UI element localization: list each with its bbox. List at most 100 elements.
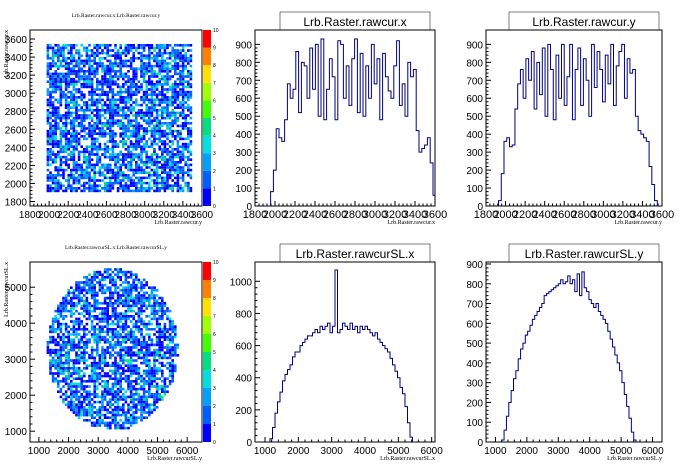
heatmap-cell [179, 54, 182, 57]
heatmap-cell [85, 346, 89, 349]
heatmap-cell [98, 359, 102, 362]
heatmap-cell [163, 387, 167, 391]
heatmap-cell [137, 416, 141, 419]
heatmap-cell [67, 354, 70, 357]
heatmap-cell [140, 62, 143, 65]
heatmap-cell [49, 62, 52, 65]
heatmap-cell [181, 54, 185, 57]
heatmap-cell [122, 369, 125, 373]
heatmap-cell [90, 132, 94, 135]
heatmap-cell [67, 116, 70, 120]
heatmap-cell [142, 278, 146, 282]
heatmap-cell [189, 72, 193, 76]
heatmap-cell [142, 382, 146, 386]
heatmap-cell [80, 135, 83, 138]
heatmap-cell [127, 330, 130, 334]
heatmap-cell [109, 88, 112, 91]
heatmap-cell [93, 189, 96, 193]
heatmap-cell [129, 150, 133, 154]
heatmap-cell [77, 338, 81, 341]
heatmap-cell [101, 385, 104, 388]
heatmap-cell [140, 312, 143, 315]
heatmap-cell [137, 153, 141, 156]
heatmap-cell [153, 364, 156, 367]
heatmap-cell [103, 387, 107, 391]
heatmap-cell [140, 83, 143, 86]
heatmap-cell [168, 163, 172, 167]
heatmap-cell [85, 328, 89, 331]
heatmap-cell [54, 70, 57, 73]
heatmap-cell [54, 114, 57, 117]
heatmap-cell [166, 75, 169, 78]
heatmap-cell [85, 390, 89, 393]
heatmap-cell [88, 374, 91, 378]
heatmap-cell [150, 135, 154, 138]
heatmap-cell [96, 80, 99, 83]
heatmap-cell [54, 161, 57, 164]
x-tick-label: 3000 [134, 210, 157, 221]
heatmap-cell [153, 395, 156, 399]
heatmap-cell [103, 364, 107, 367]
heatmap-cell [64, 158, 68, 161]
heatmap-cell [176, 83, 180, 86]
heatmap-cell [135, 116, 138, 120]
heatmap-cell [64, 187, 68, 190]
heatmap-cell [90, 377, 94, 380]
heatmap-cell [77, 372, 81, 375]
heatmap-cell [106, 109, 109, 112]
heatmap-cell [101, 77, 104, 81]
heatmap-cell [83, 174, 86, 177]
heatmap-cell [174, 101, 177, 104]
heatmap-cell [103, 64, 107, 68]
heatmap-cell [114, 406, 117, 409]
heatmap-cell [129, 372, 133, 375]
heatmap-cell [103, 406, 107, 409]
heatmap-cell [161, 44, 164, 47]
heatmap-cell [145, 361, 148, 365]
heatmap-cell [176, 145, 180, 148]
heatmap-cell [142, 387, 146, 391]
heatmap-cell [109, 67, 112, 70]
heatmap-cell [96, 273, 99, 276]
heatmap-cell [153, 181, 156, 185]
heatmap-cell [135, 85, 138, 89]
heatmap-cell [93, 88, 96, 91]
heatmap-cell [77, 361, 81, 365]
heatmap-cell [153, 356, 156, 360]
chart-title: Lrb.Raster.rawcurSL.y [525, 247, 644, 261]
heatmap-cell [98, 80, 102, 83]
heatmap-cell [158, 335, 161, 339]
heatmap-cell [137, 315, 141, 318]
heatmap-cell [67, 289, 70, 292]
heatmap-cell [49, 116, 52, 120]
heatmap-cell [75, 135, 78, 138]
heatmap-cell [111, 385, 115, 388]
heatmap-cell [64, 103, 68, 107]
heatmap-cell [49, 338, 52, 341]
heatmap-cell [103, 307, 107, 310]
heatmap-cell [127, 46, 130, 50]
heatmap-cell [54, 158, 57, 161]
x-axis-title: Lrb.Raster.rawcur.y [155, 220, 202, 226]
heatmap-cell [163, 179, 167, 182]
heatmap-cell [62, 49, 65, 52]
heatmap-cell [155, 341, 159, 344]
heatmap-cell [181, 124, 185, 128]
heatmap-cell [132, 153, 135, 156]
heatmap-cell [88, 163, 91, 167]
heatmap-cell [132, 168, 135, 172]
heatmap-cell [77, 155, 81, 159]
heatmap-cell [93, 140, 96, 143]
heatmap-cell [51, 49, 55, 52]
heatmap-cell [103, 132, 107, 135]
heatmap-cell [67, 166, 70, 169]
heatmap-cell [158, 51, 161, 55]
heatmap-cell [124, 270, 128, 274]
heatmap-cell [85, 80, 89, 83]
heatmap-cell [83, 93, 86, 96]
heatmap-cell [187, 137, 190, 141]
heatmap-cell [135, 302, 138, 305]
heatmap-cell [67, 291, 70, 295]
heatmap-cell [88, 145, 91, 148]
y-tick-label: 500 [466, 339, 483, 350]
